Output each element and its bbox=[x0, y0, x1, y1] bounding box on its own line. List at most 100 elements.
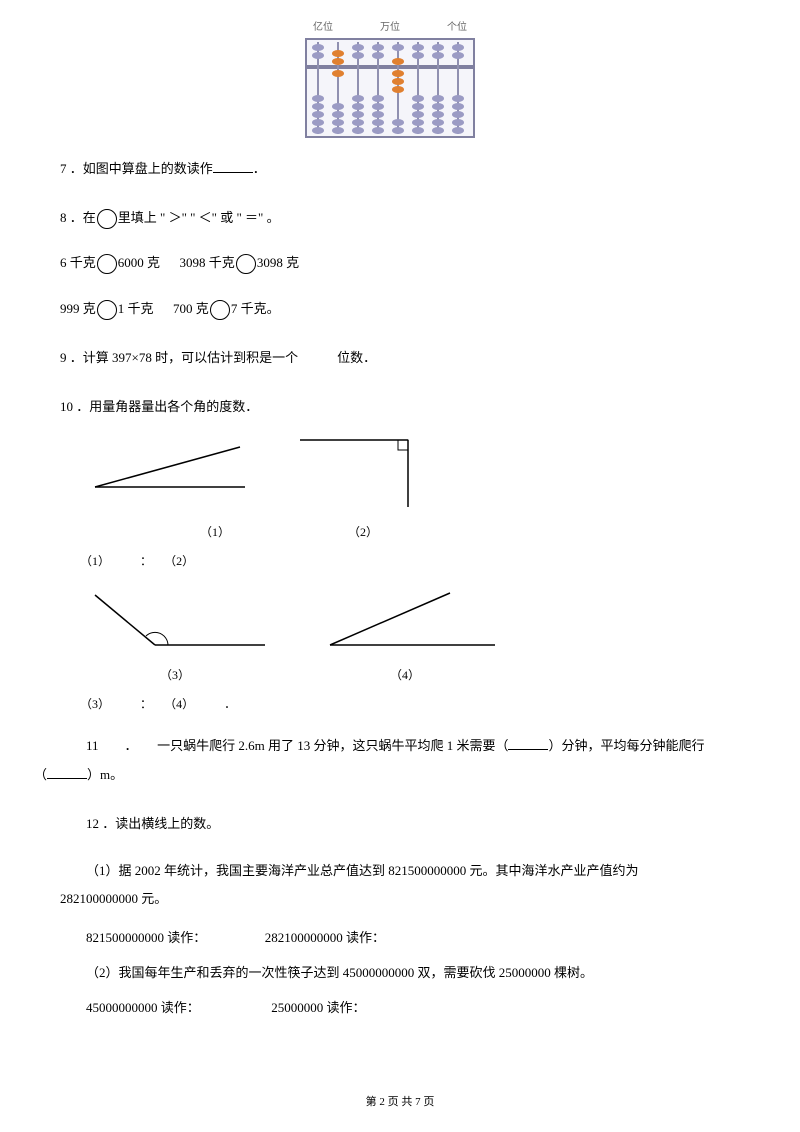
angles-row-1 bbox=[80, 432, 740, 519]
q8-intro: 8 ．在 bbox=[60, 210, 96, 225]
bead bbox=[452, 44, 464, 51]
q10-a3: （3） bbox=[80, 697, 104, 711]
angle-1 bbox=[80, 432, 250, 519]
q8-intro-after: 里填上 " ＞" " ＜" 或 " ＝" 。 bbox=[118, 210, 280, 225]
bead bbox=[352, 95, 364, 102]
question-11: 11 ． 一只蜗牛爬行 2.6m 用了 13 分钟，这只蜗牛平均爬 1 米需要（… bbox=[60, 732, 740, 789]
q12-p1b: 282100000000 元。 bbox=[34, 885, 167, 914]
bead bbox=[452, 95, 464, 102]
q12-intro: 12 ．读出横线上的数。 bbox=[86, 816, 219, 831]
page-footer: 第 2 页 共 7 页 bbox=[0, 1094, 800, 1112]
q8-p4r: 7 千克。 bbox=[231, 301, 280, 316]
q8-p1l: 6 千克 bbox=[60, 255, 96, 270]
bead bbox=[312, 103, 324, 110]
q11-d: ）m。 bbox=[87, 767, 123, 782]
abacus-label-ge: 个位 bbox=[447, 20, 467, 36]
angle-label-1: （1） bbox=[200, 523, 230, 542]
question-9: 9 ．计算 397×78 时，可以估计到积是一个 位数． bbox=[60, 342, 740, 373]
bead bbox=[312, 119, 324, 126]
bead bbox=[332, 50, 344, 57]
bead bbox=[452, 127, 464, 134]
angle-label-3: （3） bbox=[160, 666, 190, 685]
bead bbox=[332, 103, 344, 110]
circle-blank bbox=[97, 254, 117, 274]
q12-p1a: （1）据 2002 年统计，我国主要海洋产业总产值达到 821500000000… bbox=[86, 863, 639, 878]
circle-blank bbox=[97, 209, 117, 229]
q12-p2t: （2）我国每年生产和丢弃的一次性筷子达到 45000000000 双，需要砍伐 … bbox=[86, 965, 593, 980]
bead bbox=[392, 70, 404, 77]
angle-labels-1: （1） （2） bbox=[200, 523, 740, 542]
angle-4 bbox=[310, 585, 500, 662]
bead bbox=[312, 44, 324, 51]
bead bbox=[432, 127, 444, 134]
bead bbox=[332, 127, 344, 134]
bead bbox=[412, 103, 424, 110]
sep: ： bbox=[140, 697, 146, 711]
q11-b: ）分钟，平均每分钟能爬行 bbox=[548, 738, 704, 753]
bead bbox=[432, 95, 444, 102]
q12-r1a: 821500000000 读作： bbox=[86, 930, 200, 945]
angle-svg-2 bbox=[290, 432, 420, 512]
bead bbox=[432, 52, 444, 59]
bead bbox=[392, 44, 404, 51]
bead bbox=[412, 111, 424, 118]
angles-row-2 bbox=[80, 585, 740, 662]
footer-text: 第 2 页 共 7 页 bbox=[366, 1096, 435, 1108]
q10-a4: （4） bbox=[170, 697, 188, 711]
q12-p1: （1）据 2002 年统计，我国主要海洋产业总产值达到 821500000000… bbox=[60, 857, 740, 914]
angle-label-4: （4） bbox=[390, 666, 420, 685]
spacer bbox=[157, 301, 170, 316]
angle-label-2: （2） bbox=[348, 523, 378, 542]
q10-a1: （1） bbox=[80, 554, 104, 568]
q11-num: 11 bbox=[86, 738, 99, 753]
bead bbox=[372, 95, 384, 102]
bead bbox=[352, 111, 364, 118]
bead bbox=[452, 119, 464, 126]
bead bbox=[352, 119, 364, 126]
bead bbox=[312, 52, 324, 59]
bead bbox=[312, 127, 324, 134]
q12-r1b: 282100000000 读作： bbox=[265, 930, 385, 945]
abacus-label-wan: 万位 bbox=[380, 20, 400, 36]
blank bbox=[213, 160, 253, 173]
blank bbox=[47, 766, 87, 779]
bead bbox=[412, 127, 424, 134]
period: ． bbox=[224, 697, 236, 711]
q8-p3r: 1 千克 bbox=[118, 301, 154, 316]
q8-p2r: 3098 克 bbox=[257, 255, 299, 270]
q8-p3l: 999 克 bbox=[60, 301, 96, 316]
q11-a: 一只蜗牛爬行 2.6m 用了 13 分钟，这只蜗牛平均爬 1 米需要（ bbox=[157, 738, 508, 753]
abacus-figure: 亿位 万位 个位 bbox=[305, 20, 475, 138]
bead bbox=[432, 44, 444, 51]
bead bbox=[412, 52, 424, 59]
bead bbox=[332, 111, 344, 118]
bead bbox=[372, 44, 384, 51]
circle-blank bbox=[236, 254, 256, 274]
bead bbox=[372, 127, 384, 134]
bead bbox=[332, 70, 344, 77]
bead bbox=[392, 86, 404, 93]
question-7: 7 ．如图中算盘上的数读作． bbox=[60, 153, 740, 184]
bead bbox=[352, 44, 364, 51]
bead bbox=[372, 103, 384, 110]
q12-r2: 45000000000 读作： 25000000 读作： bbox=[60, 998, 740, 1019]
bead bbox=[392, 58, 404, 65]
angle-labels-2: （3） （4） bbox=[160, 666, 740, 685]
q12-r2b: 25000000 读作： bbox=[271, 1000, 365, 1015]
bead bbox=[392, 78, 404, 85]
bead bbox=[412, 95, 424, 102]
q9-text: 9 ．计算 397×78 时，可以估计到积是一个 位数． bbox=[60, 350, 376, 365]
question-8: 8 ．在里填上 " ＞" " ＜" 或 " ＝" 。 6 千克6000 克 30… bbox=[60, 202, 740, 324]
bead bbox=[452, 111, 464, 118]
blank bbox=[508, 737, 548, 750]
abacus-body bbox=[305, 38, 475, 138]
bead bbox=[392, 119, 404, 126]
abacus-labels: 亿位 万位 个位 bbox=[305, 20, 475, 38]
q8-p4l: 700 克 bbox=[173, 301, 209, 316]
q12-r2a: 45000000000 读作： bbox=[86, 1000, 193, 1015]
bead bbox=[432, 103, 444, 110]
bead bbox=[432, 119, 444, 126]
bead bbox=[332, 58, 344, 65]
angle-3 bbox=[80, 585, 270, 662]
angle-2 bbox=[290, 432, 420, 519]
